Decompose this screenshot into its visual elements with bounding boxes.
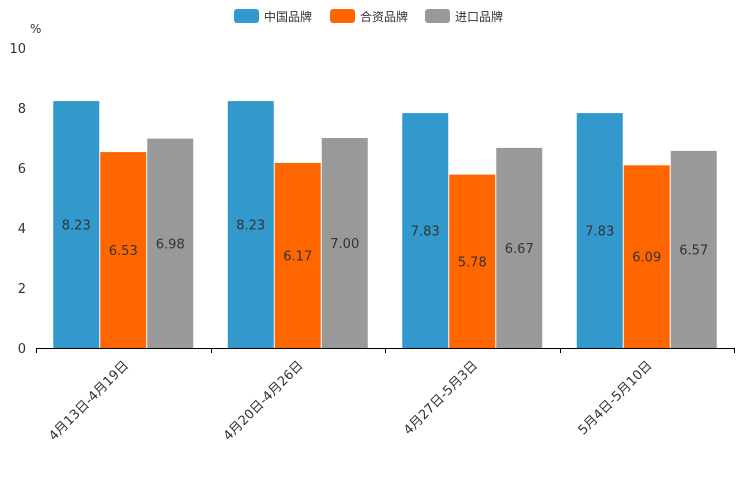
legend: 中国品牌 合资品牌 进口品牌	[234, 9, 503, 24]
y-axis: 0 2 4 6 8 10	[9, 42, 26, 357]
legend-item[interactable]: 中国品牌	[234, 9, 312, 24]
bar	[321, 138, 368, 348]
bar	[496, 147, 543, 348]
legend-swatch	[330, 9, 355, 23]
x-tick-label: 4月27日-5月3日	[401, 358, 481, 438]
legend-label: 合资品牌	[360, 9, 408, 24]
bar	[449, 174, 496, 348]
data-label: 7.83	[411, 225, 440, 240]
data-label: 7.83	[585, 225, 614, 240]
legend-label: 进口品牌	[455, 10, 503, 24]
data-label: 6.67	[505, 242, 534, 257]
legend-swatch	[234, 9, 259, 23]
legend-item[interactable]: 进口品牌	[425, 9, 503, 24]
bar	[100, 152, 147, 348]
bar	[623, 165, 670, 348]
legend-label: 中国品牌	[264, 9, 312, 24]
x-tick-label: 4月20日-4月26日	[221, 358, 307, 444]
data-label: 6.98	[156, 237, 185, 252]
data-label: 6.57	[679, 243, 708, 258]
y-tick-label: 4	[18, 222, 26, 237]
y-axis-label: %	[30, 22, 41, 36]
x-axis: 4月13日-4月19日 4月20日-4月26日 4月27日-5月3日 5月4日-5月1…	[36, 348, 735, 444]
data-label: 6.17	[283, 249, 312, 264]
y-tick-label: 10	[9, 42, 26, 57]
bar	[576, 113, 623, 348]
bar	[670, 150, 717, 348]
bars: 8.23 6.53 6.98 8.23 6.17 7.00 7.83 5.78 6.67 7.83…	[53, 101, 717, 348]
y-tick-label: 6	[18, 162, 26, 177]
data-label: 6.53	[109, 244, 138, 259]
bar	[147, 138, 194, 348]
bar	[274, 162, 321, 348]
bar	[227, 101, 274, 348]
bar	[53, 101, 100, 348]
data-label: 7.00	[330, 237, 359, 252]
legend-swatch	[425, 9, 450, 23]
bar	[402, 113, 449, 348]
y-tick-label: 8	[18, 102, 26, 117]
y-tick-label: 0	[18, 342, 26, 357]
data-label: 5.78	[458, 255, 487, 270]
legend-item[interactable]: 合资品牌	[330, 9, 408, 24]
x-tick-label: 5月4日-5月10日	[576, 358, 656, 438]
data-label: 6.09	[632, 251, 661, 266]
data-label: 8.23	[62, 219, 91, 234]
y-tick-label: 2	[18, 282, 26, 297]
x-tick-label: 4月13日-4月19日	[46, 358, 132, 444]
data-label: 8.23	[236, 219, 265, 234]
